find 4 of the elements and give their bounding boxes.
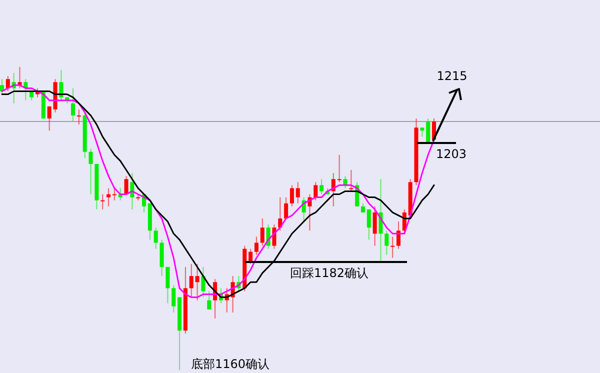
annotation: 底部1160确认 [191, 357, 270, 371]
annotation: 1215 [436, 69, 468, 83]
annotation: 回踩1182确认 [290, 266, 369, 280]
annotation: 1203 [436, 147, 467, 161]
